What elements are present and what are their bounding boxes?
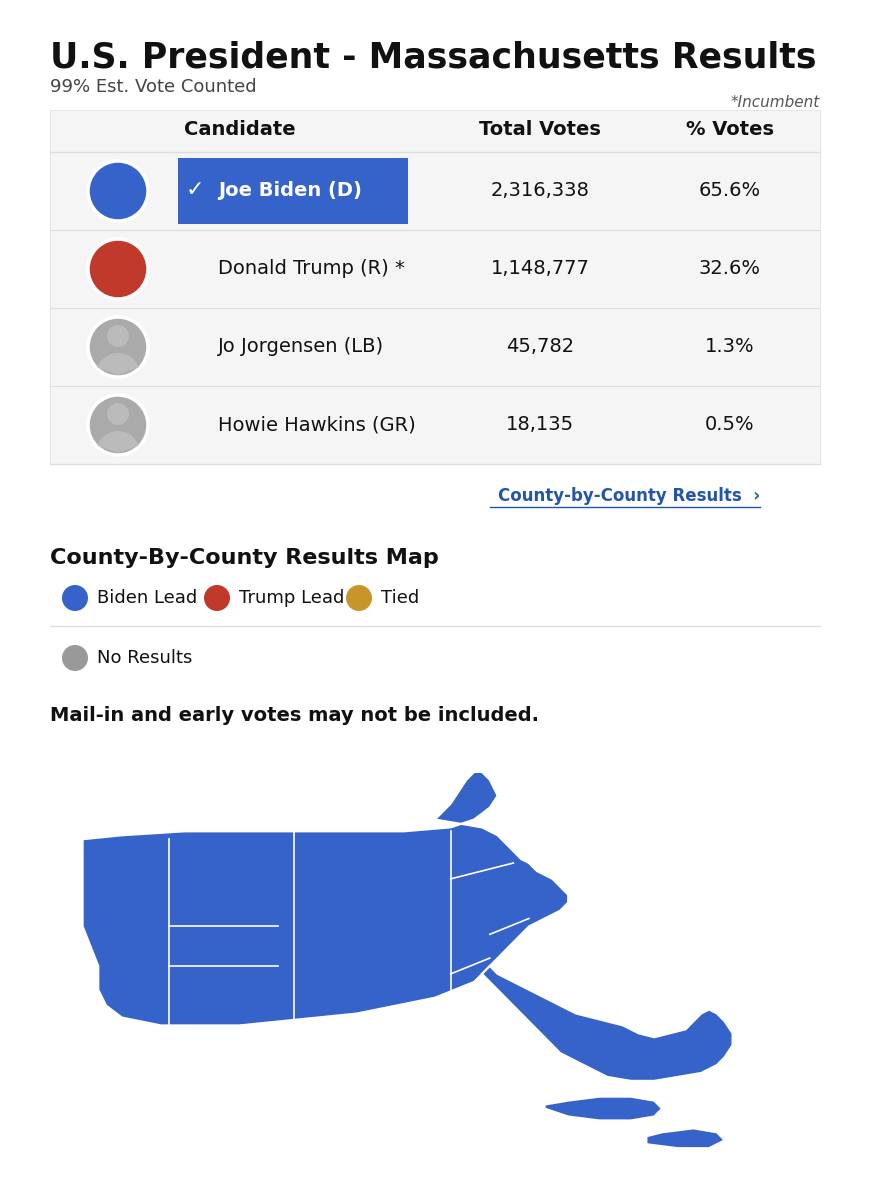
Text: County-by-County Results  ›: County-by-County Results ›: [497, 487, 760, 505]
Circle shape: [88, 395, 148, 455]
Text: % Votes: % Votes: [686, 120, 773, 139]
Text: Joe Biden (D): Joe Biden (D): [218, 181, 362, 200]
Polygon shape: [646, 1128, 724, 1148]
Text: 18,135: 18,135: [506, 415, 574, 434]
Circle shape: [203, 584, 229, 611]
Circle shape: [346, 584, 372, 611]
Circle shape: [62, 646, 88, 671]
Wedge shape: [97, 431, 138, 452]
Circle shape: [88, 317, 148, 377]
Text: Donald Trump (R) *: Donald Trump (R) *: [218, 259, 404, 278]
Text: 0.5%: 0.5%: [705, 415, 754, 434]
Circle shape: [88, 239, 148, 299]
Wedge shape: [97, 353, 138, 374]
Circle shape: [107, 325, 129, 347]
Text: Trump Lead: Trump Lead: [239, 589, 344, 607]
FancyBboxPatch shape: [178, 158, 408, 224]
Text: Tied: Tied: [381, 589, 419, 607]
Text: 1,148,777: 1,148,777: [490, 259, 589, 278]
Circle shape: [107, 403, 129, 425]
Text: 65.6%: 65.6%: [698, 181, 760, 200]
Text: ✓: ✓: [185, 180, 204, 200]
Text: 32.6%: 32.6%: [698, 259, 760, 278]
Text: 99% Est. Vote Counted: 99% Est. Vote Counted: [50, 78, 256, 96]
Text: Jo Jorgensen (LB): Jo Jorgensen (LB): [218, 337, 384, 356]
Text: Howie Hawkins (GR): Howie Hawkins (GR): [218, 415, 415, 434]
Text: County-By-County Results Map: County-By-County Results Map: [50, 548, 438, 568]
Text: No Results: No Results: [96, 649, 192, 667]
FancyBboxPatch shape: [50, 110, 819, 464]
Text: Mail-in and early votes may not be included.: Mail-in and early votes may not be inclu…: [50, 706, 539, 725]
Text: 2,316,338: 2,316,338: [490, 181, 589, 200]
Polygon shape: [544, 1097, 661, 1121]
Text: U.S. President - Massachusetts Results: U.S. President - Massachusetts Results: [50, 40, 816, 74]
Text: 1.3%: 1.3%: [705, 337, 754, 356]
Polygon shape: [83, 772, 567, 1025]
Text: *Incumbent: *Incumbent: [730, 95, 819, 110]
Circle shape: [62, 584, 88, 611]
Text: Biden Lead: Biden Lead: [96, 589, 197, 607]
Text: Candidate: Candidate: [184, 120, 295, 139]
Text: 45,782: 45,782: [506, 337, 574, 356]
Circle shape: [88, 161, 148, 221]
Polygon shape: [481, 966, 732, 1081]
Text: Total Votes: Total Votes: [479, 120, 600, 139]
